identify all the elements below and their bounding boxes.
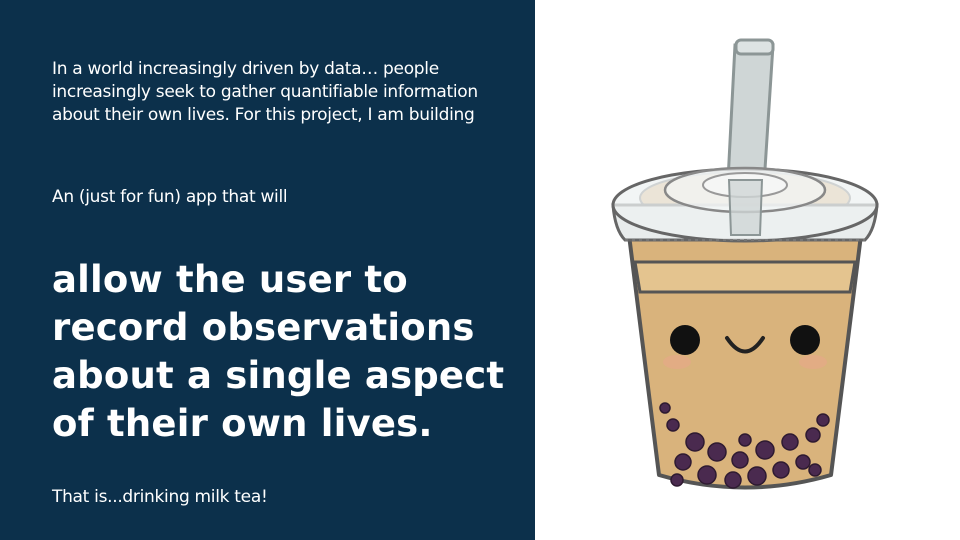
bubble-tea-cup-icon — [611, 38, 879, 490]
subintro-text: An (just for fun) app that will — [52, 187, 288, 207]
outro-text: That is...drinking milk tea! — [52, 487, 268, 507]
text-panel: In a world increasingly driven by data… … — [0, 0, 535, 540]
face-icon — [663, 325, 827, 369]
tapioca-pearls-icon — [659, 402, 830, 489]
intro-text: In a world increasingly driven by data… … — [52, 59, 478, 125]
headline-text: allow the user to record observations ab… — [52, 258, 505, 445]
